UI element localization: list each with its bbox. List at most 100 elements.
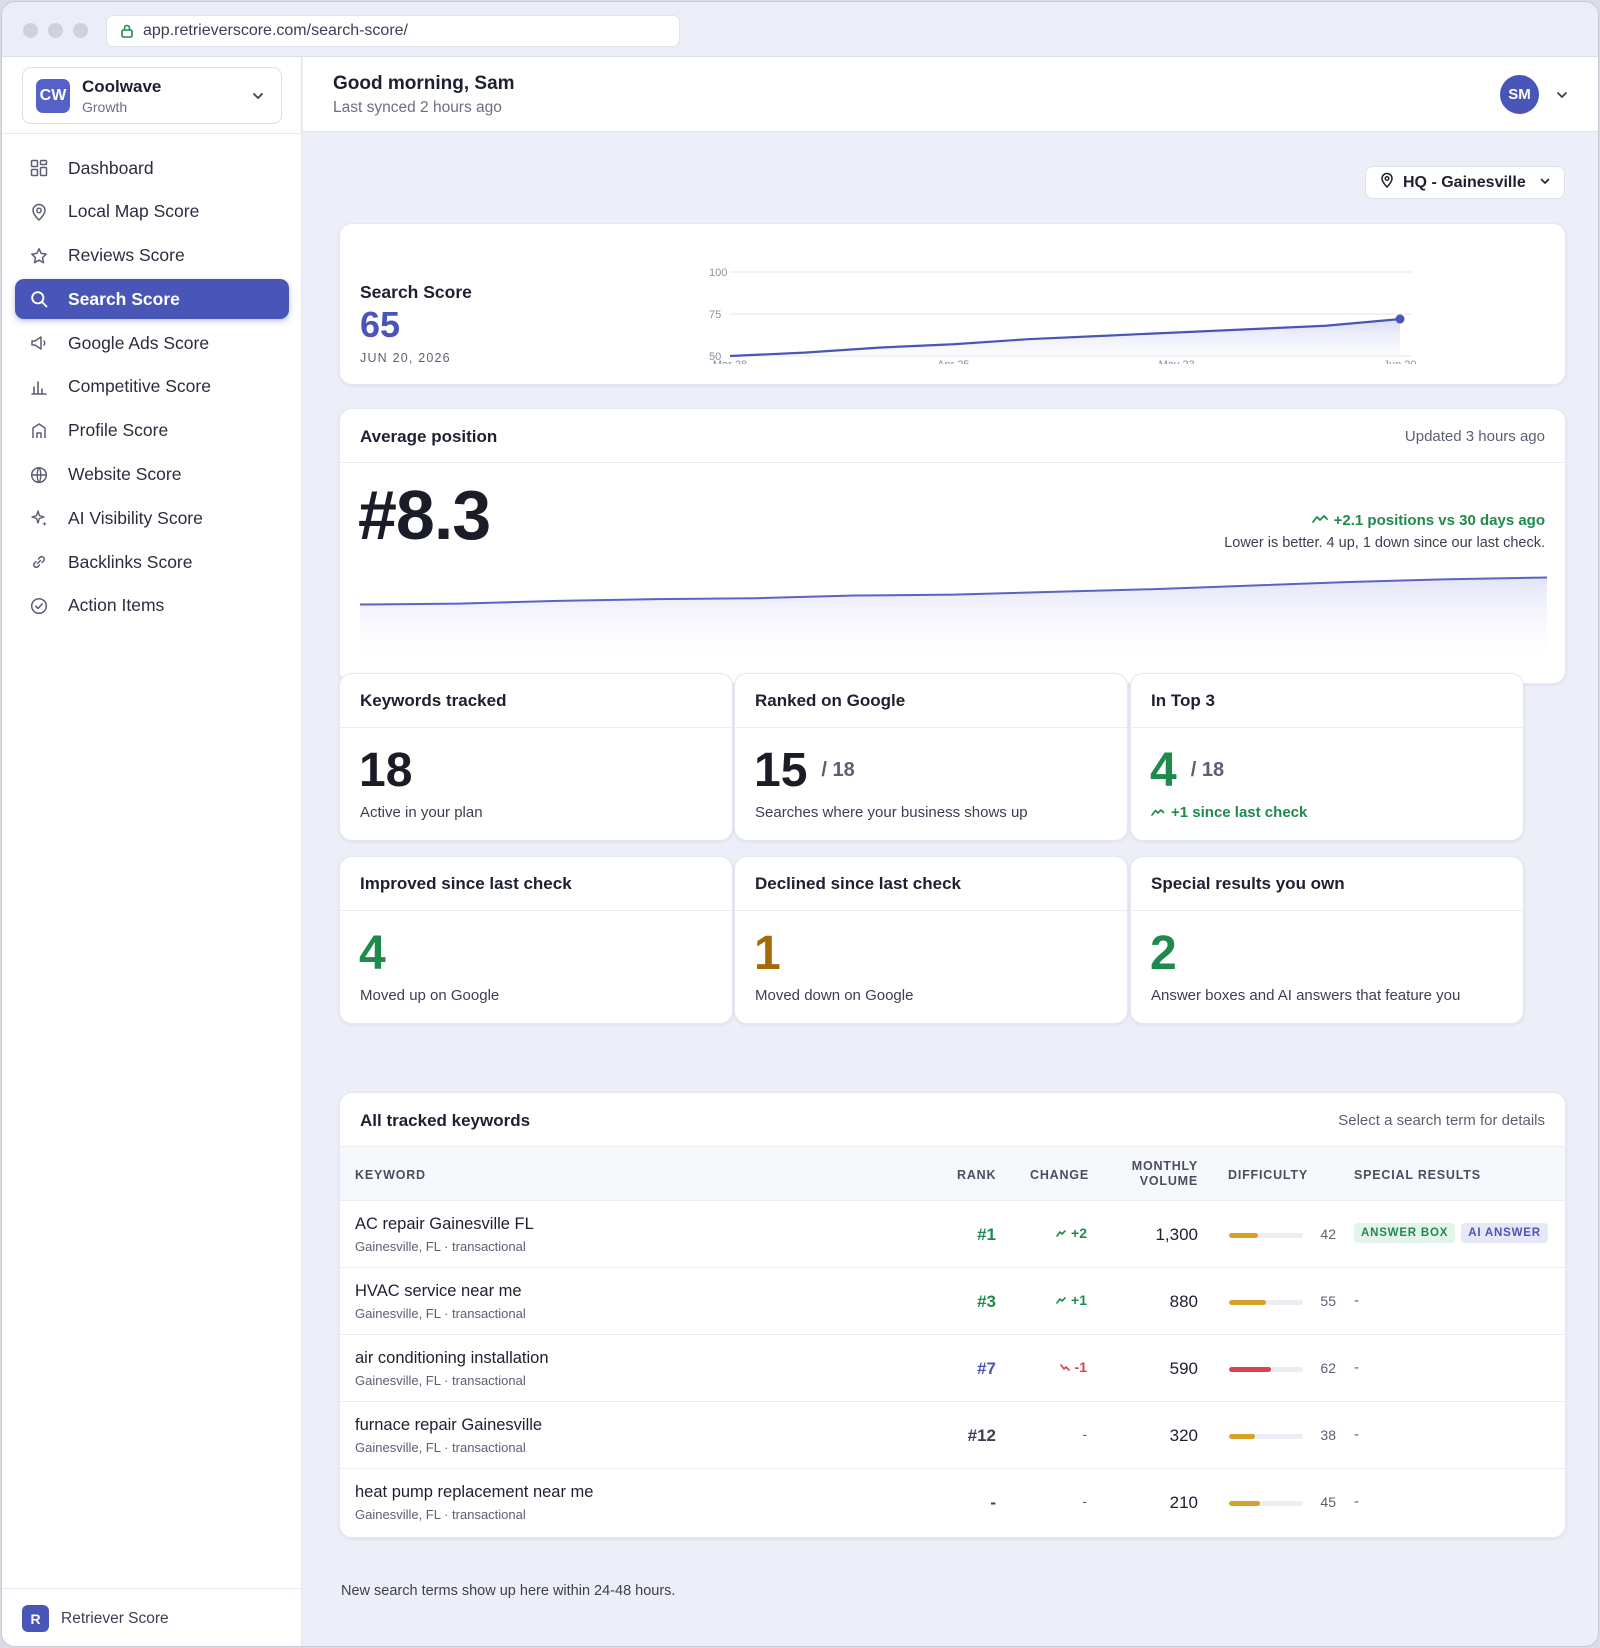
bar-chart-icon	[29, 377, 49, 397]
sidebar-item-reviews-score[interactable]: Reviews Score	[15, 236, 289, 276]
score-date: JUN 20, 2026	[360, 351, 451, 365]
sidebar-item-search-score[interactable]: Search Score	[15, 279, 289, 320]
special-result-badge: ANSWER BOX	[1354, 1223, 1456, 1243]
link-icon	[29, 552, 49, 572]
greeting: Good morning, Sam	[333, 73, 515, 94]
rank-change: +1	[1056, 1292, 1087, 1308]
sidebar-item-label: Reviews Score	[68, 245, 185, 266]
table-row[interactable]: furnace repair Gainesville Gainesville, F…	[340, 1402, 1565, 1469]
chevron-down-icon[interactable]	[1555, 88, 1569, 107]
difficulty-fill	[1229, 1300, 1267, 1305]
org-badge: CW	[36, 78, 70, 113]
col-volume-line2: Volume	[1139, 1174, 1198, 1188]
updated-time: Updated 3 hours ago	[1404, 428, 1545, 445]
stat-value: 1	[754, 930, 781, 978]
col-volume-line1: Monthly	[1131, 1159, 1198, 1173]
sidebar-item-label: Profile Score	[68, 420, 169, 441]
brand-name: Retriever Score	[61, 1609, 169, 1627]
table-row[interactable]: AC repair Gainesville FL Gainesville, FL …	[340, 1201, 1565, 1268]
difficulty-value: 62	[1320, 1360, 1336, 1376]
browser-chrome: app.retrieverscore.com/search-score/	[2, 2, 1598, 57]
table-row[interactable]: heat pump replacement near me Gainesville…	[340, 1469, 1565, 1536]
rank-change: -1	[1059, 1359, 1087, 1375]
rank-value: #3	[977, 1292, 996, 1311]
table-row[interactable]: HVAC service near me Gainesville, FL · tr…	[340, 1268, 1565, 1335]
stat-card-ranked-on-google: Ranked on Google 15 / 18 Searches where you…	[734, 673, 1128, 841]
rank-value: -	[990, 1493, 996, 1512]
sidebar-item-ai-visibility-score[interactable]: AI Visibility Score	[15, 498, 289, 538]
close-dot[interactable]	[23, 23, 38, 38]
sidebar-item-competitive-score[interactable]: Competitive Score	[15, 367, 289, 407]
score-y-tick: 50	[709, 351, 721, 363]
sidebar-item-label: AI Visibility Score	[68, 507, 203, 528]
card-divider	[735, 727, 1127, 728]
stat-card-in-top-3: In Top 3 4 / 18 +1 since last check	[1130, 673, 1524, 841]
location-selector[interactable]: HQ - Gainesville	[1365, 166, 1565, 199]
col-keyword[interactable]: Keyword	[355, 1168, 426, 1182]
minimize-dot[interactable]	[48, 23, 63, 38]
card-divider	[735, 910, 1127, 911]
keyword-meta: Gainesville, FL · transactional	[355, 1306, 526, 1321]
monthly-volume: 320	[1169, 1426, 1198, 1445]
stat-subtext-label: +1 since last check	[1171, 804, 1308, 821]
sidebar-item-website-score[interactable]: Website Score	[15, 455, 289, 495]
keyword-meta: Gainesville, FL · transactional	[355, 1239, 526, 1254]
rank-change-value: +1	[1071, 1292, 1087, 1308]
sidebar-item-label: Backlinks Score	[68, 551, 193, 572]
average-position-value: #8.3	[358, 476, 491, 554]
special-results-empty: -	[1354, 1359, 1359, 1376]
grid-icon	[29, 158, 49, 178]
top-header: Good morning, Sam Last synced 2 hours ag…	[303, 57, 1598, 132]
table-row[interactable]: air conditioning installation Gainesville…	[340, 1335, 1565, 1402]
rank-value: #1	[977, 1225, 996, 1244]
url-text: app.retrieverscore.com/search-score/	[143, 22, 408, 39]
score-x-tick: Jun 20	[1383, 359, 1416, 364]
rank-change: -	[1082, 1493, 1087, 1509]
location-label: HQ - Gainesville	[1403, 173, 1526, 191]
difficulty-bar	[1229, 1367, 1303, 1372]
stat-number: 4	[359, 927, 386, 980]
col-difficulty[interactable]: Difficulty	[1228, 1168, 1308, 1182]
org-switcher[interactable]: CW Coolwave Growth	[22, 67, 282, 124]
rank-value: #7	[977, 1359, 996, 1378]
sidebar-footer: R Retriever Score	[2, 1588, 302, 1646]
sidebar-divider	[2, 133, 302, 134]
keyword-text: AC repair Gainesville FL	[355, 1215, 534, 1233]
stat-card-improved-since-last-check: Improved since last check 4 Moved up on Go…	[339, 856, 733, 1024]
position-area	[360, 577, 1547, 669]
score-x-tick: Apr 25	[937, 359, 969, 364]
difficulty-fill	[1229, 1434, 1255, 1439]
sidebar: CW Coolwave Growth Dashboard Local Map Sc…	[2, 57, 302, 1646]
trend-up-icon	[1151, 804, 1165, 821]
keyword-meta: Gainesville, FL · transactional	[355, 1373, 526, 1388]
monthly-volume: 1,300	[1155, 1225, 1198, 1244]
difficulty-value: 55	[1320, 1293, 1336, 1309]
position-line	[360, 577, 1547, 604]
trend-up-icon	[1056, 1225, 1067, 1241]
keyword-meta: Gainesville, FL · transactional	[355, 1507, 526, 1522]
globe-icon	[29, 465, 49, 485]
stat-title: Ranked on Google	[755, 691, 906, 710]
sidebar-item-backlinks-score[interactable]: Backlinks Score	[15, 542, 289, 582]
col-change[interactable]: Change	[1030, 1168, 1089, 1182]
sidebar-item-label: Local Map Score	[68, 201, 200, 222]
user-avatar[interactable]: SM	[1500, 75, 1539, 114]
stat-number: 18	[359, 744, 413, 797]
sidebar-item-local-map-score[interactable]: Local Map Score	[15, 192, 289, 232]
sidebar-item-dashboard[interactable]: Dashboard	[15, 148, 289, 188]
rank-change-value: +2	[1071, 1225, 1087, 1241]
sidebar-item-action-items[interactable]: Action Items	[15, 586, 289, 626]
maximize-dot[interactable]	[73, 23, 88, 38]
stat-value: 2	[1150, 930, 1177, 978]
sidebar-item-label: Google Ads Score	[68, 332, 210, 353]
sidebar-item-google-ads-score[interactable]: Google Ads Score	[15, 323, 289, 363]
address-bar[interactable]: app.retrieverscore.com/search-score/	[106, 15, 680, 47]
col-special[interactable]: Special results	[1354, 1168, 1481, 1182]
col-volume[interactable]: Monthly Volume	[1132, 1159, 1198, 1188]
col-rank[interactable]: Rank	[957, 1168, 997, 1182]
score-x-tick: May 23	[1159, 359, 1195, 364]
check-circle-icon	[29, 596, 49, 616]
stat-card-special-results-you-own: Special results you own 2 Answer boxes and…	[1130, 856, 1524, 1024]
stat-number: 1	[754, 927, 781, 980]
sidebar-item-profile-score[interactable]: Profile Score	[15, 411, 289, 451]
